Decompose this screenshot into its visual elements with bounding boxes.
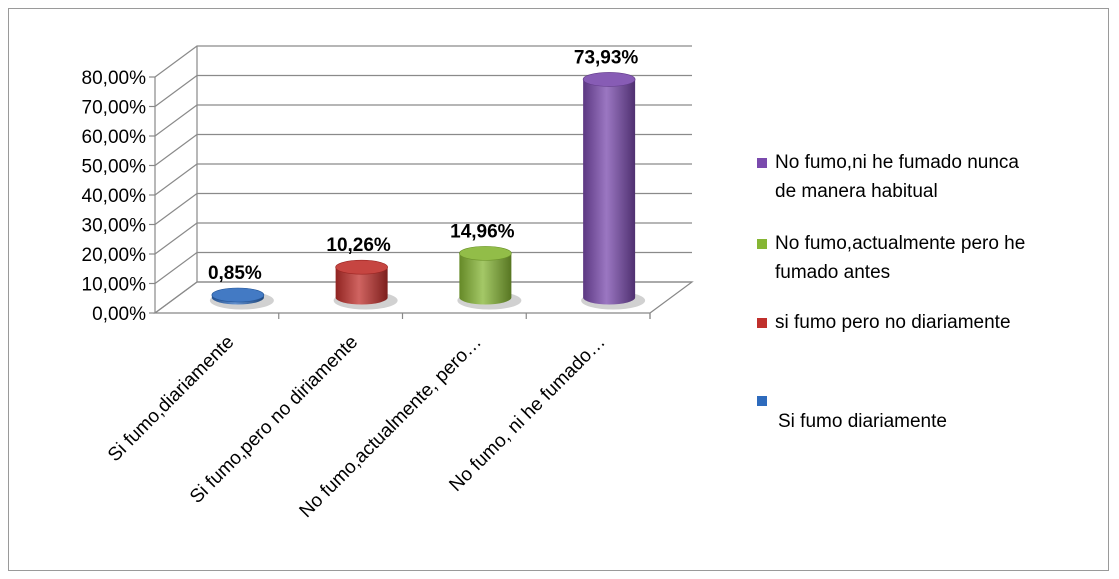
y-tick-label: 80,00% (82, 68, 147, 89)
y-tick-label: 70,00% (82, 98, 147, 119)
gridline (154, 251, 692, 284)
gridline (154, 222, 692, 255)
y-tick-label: 0,00% (92, 304, 146, 325)
y-tick-label: 50,00% (82, 157, 147, 178)
bar (335, 267, 388, 305)
bar (459, 253, 512, 305)
gridline (154, 45, 692, 78)
bar-top (211, 287, 265, 303)
gridline (154, 163, 692, 196)
gridline (154, 192, 692, 225)
gridline (154, 133, 692, 166)
bar-top (335, 259, 388, 275)
y-tick-label: 60,00% (82, 127, 147, 148)
data-labels: 0,85% 10,26% 14,96% 73,93% (208, 47, 639, 284)
gridline (154, 74, 692, 107)
gridlines (154, 45, 692, 314)
gridline (154, 281, 692, 314)
bar-top (459, 246, 512, 261)
category-label: Si fumo,diariamente (104, 332, 238, 466)
y-tick-label: 40,00% (82, 186, 147, 207)
gridline (154, 104, 692, 137)
data-label: 14,96% (450, 221, 515, 242)
chart-frame (8, 8, 1109, 571)
y-tick-label: 10,00% (82, 275, 147, 296)
bar-top (582, 72, 636, 87)
data-label: 73,93% (574, 47, 639, 68)
bars (209, 72, 646, 310)
y-axis: 0,00% 10,00% 20,00% 30,00% 40,00% 50,00% 60,00… (82, 68, 155, 325)
data-label: 10,26% (326, 235, 391, 256)
data-label: 0,85% (208, 263, 262, 284)
y-tick-label: 20,00% (82, 245, 147, 266)
y-tick-label: 30,00% (82, 216, 147, 237)
bar (583, 79, 636, 305)
